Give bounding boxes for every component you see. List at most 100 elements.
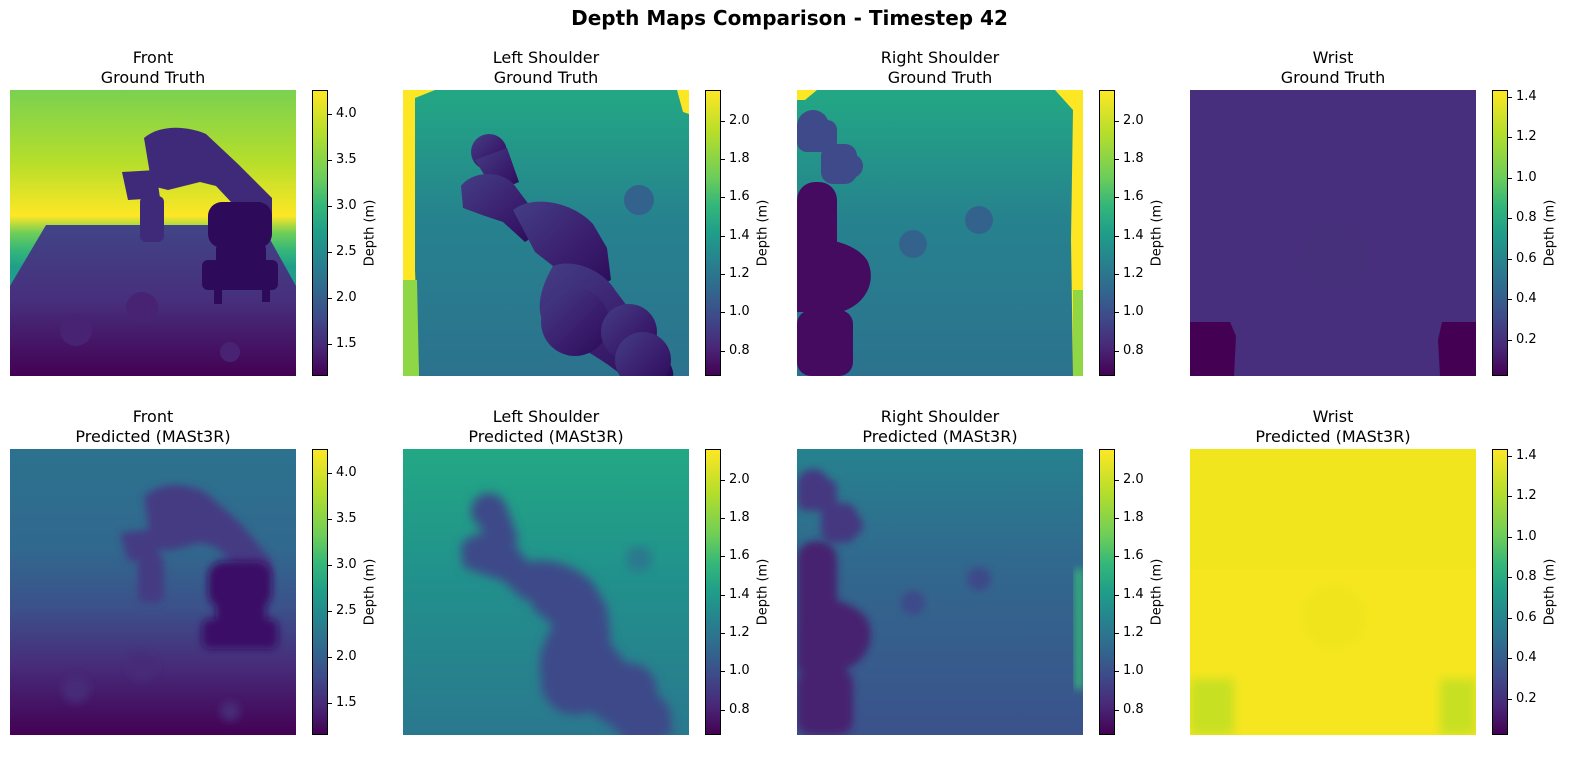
colorbar-tick-label: 0.6 [1516, 610, 1537, 625]
panel-wrist-predicted: Wrist Predicted (MASt3R) 0.2 0.4 0.6 0.8… [1190, 407, 1579, 777]
colorbar-tick-label: 4.0 [336, 465, 357, 480]
panel-title: Right Shoulder Ground Truth [797, 48, 1083, 88]
colorbar-tick-label: 1.8 [729, 151, 750, 166]
colorbar-tick-label: 1.4 [1123, 228, 1144, 243]
panel-left-shoulder-predicted: Left Shoulder Predicted (MASt3R) [403, 407, 793, 777]
panel-kind-label: Ground Truth [1280, 68, 1386, 87]
colorbar-tick-label: 0.8 [1123, 702, 1144, 717]
panel-title: Front Predicted (MASt3R) [10, 407, 296, 447]
colorbar-tick-label: 0.8 [1516, 569, 1537, 584]
colorbar-label: Depth (m) [755, 199, 771, 267]
colorbar-tick-label: 1.2 [1123, 266, 1144, 281]
colorbar-tick-label: 0.4 [1516, 650, 1537, 665]
colorbar-tick-label: 1.0 [1123, 663, 1144, 678]
panel-title: Left Shoulder Predicted (MASt3R) [403, 407, 689, 447]
colorbar-tick-label: 2.0 [729, 472, 750, 487]
colorbar-tick-label: 1.0 [1516, 170, 1537, 185]
colorbar-tick-label: 1.5 [336, 695, 357, 710]
colorbar-tick-label: 3.5 [336, 152, 357, 167]
colorbar-tick-label: 0.2 [1516, 332, 1537, 347]
depth-map-image [797, 90, 1083, 376]
colorbar-tick-label: 1.8 [1123, 510, 1144, 525]
colorbar-tick-label: 0.8 [729, 702, 750, 717]
colorbar-label: Depth (m) [755, 558, 771, 626]
depth-map-image [403, 449, 689, 735]
colorbar-tick-label: 0.8 [1516, 210, 1537, 225]
colorbar-tick-label: 0.4 [1516, 291, 1537, 306]
colorbar-tick-label: 1.4 [729, 228, 750, 243]
colorbar-tick-label: 0.8 [1123, 343, 1144, 358]
colorbar-label: Depth (m) [362, 558, 378, 626]
colorbar-label: Depth (m) [362, 199, 378, 267]
colorbar [1099, 90, 1115, 376]
colorbar-tick-label: 1.4 [1516, 89, 1537, 104]
colorbar [1492, 449, 1508, 735]
colorbar-tick-label: 1.2 [1516, 129, 1537, 144]
panel-kind-label: Predicted (MASt3R) [75, 427, 231, 446]
colorbar-tick-label: 2.5 [336, 244, 357, 259]
panel-wrist-ground-truth: Wrist Ground Truth 0.2 0.4 0.6 0.8 1.0 1… [1190, 48, 1579, 418]
colorbar-tick-label: 1.8 [729, 510, 750, 525]
panel-left-shoulder-ground-truth: Left Shoulder Ground Truth [403, 48, 793, 418]
colorbar-label: Depth (m) [1149, 199, 1165, 267]
colorbar-tick-label: 1.4 [1123, 587, 1144, 602]
panel-title: Wrist Predicted (MASt3R) [1190, 407, 1476, 447]
colorbar-tick-label: 1.4 [1516, 448, 1537, 463]
panel-title: Right Shoulder Predicted (MASt3R) [797, 407, 1083, 447]
colorbar-tick-label: 2.0 [336, 649, 357, 664]
panel-view-label: Wrist [1312, 48, 1354, 67]
panel-kind-label: Ground Truth [887, 68, 993, 87]
colorbar-tick-label: 3.0 [336, 557, 357, 572]
panel-view-label: Front [132, 407, 174, 426]
depth-map-image [797, 449, 1083, 735]
colorbar-label: Depth (m) [1149, 558, 1165, 626]
colorbar-tick-label: 4.0 [336, 106, 357, 121]
panel-view-label: Wrist [1312, 407, 1354, 426]
panel-view-label: Left Shoulder [492, 48, 600, 67]
colorbar-tick-label: 1.0 [1516, 529, 1537, 544]
panel-kind-label: Ground Truth [493, 68, 599, 87]
panel-title: Left Shoulder Ground Truth [403, 48, 689, 88]
colorbar-tick-label: 1.2 [1516, 488, 1537, 503]
panel-title: Wrist Ground Truth [1190, 48, 1476, 88]
panel-kind-label: Predicted (MASt3R) [1255, 427, 1411, 446]
colorbar-tick-label: 1.5 [336, 336, 357, 351]
depth-map-image [10, 449, 296, 735]
colorbar-tick-label: 1.6 [729, 189, 750, 204]
colorbar-tick-label: 3.5 [336, 511, 357, 526]
depth-map-image [1190, 449, 1476, 735]
colorbar [705, 449, 721, 735]
colorbar-label: Depth (m) [1542, 558, 1558, 626]
colorbar [705, 90, 721, 376]
colorbar-tick-label: 0.6 [1516, 251, 1537, 266]
panel-right-shoulder-ground-truth: Right Shoulder Ground Truth [797, 48, 1187, 418]
colorbar-tick-label: 1.6 [1123, 189, 1144, 204]
depth-map-image [1190, 90, 1476, 376]
colorbar-tick-label: 1.0 [1123, 304, 1144, 319]
colorbar-tick-label: 1.2 [729, 266, 750, 281]
depth-map-image [10, 90, 296, 376]
colorbar-tick-label: 1.8 [1123, 151, 1144, 166]
panel-view-label: Left Shoulder [492, 407, 600, 426]
colorbar-tick-label: 1.2 [1123, 625, 1144, 640]
colorbar-tick-label: 1.0 [729, 304, 750, 319]
panel-front-predicted: Front Predicted (MASt3R) [10, 407, 400, 777]
panel-kind-label: Predicted (MASt3R) [468, 427, 624, 446]
colorbar [312, 90, 328, 376]
panel-view-label: Right Shoulder [880, 48, 1000, 67]
depth-map-image [403, 90, 689, 376]
colorbar [312, 449, 328, 735]
colorbar-tick-label: 0.2 [1516, 691, 1537, 706]
panel-right-shoulder-predicted: Right Shoulder Predicted (MASt3R) [797, 407, 1187, 777]
colorbar-tick-label: 2.0 [1123, 113, 1144, 128]
colorbar-tick-label: 0.8 [729, 343, 750, 358]
colorbar-tick-label: 1.4 [729, 587, 750, 602]
figure-title: Depth Maps Comparison - Timestep 42 [571, 6, 1008, 30]
panel-kind-label: Ground Truth [100, 68, 206, 87]
panel-view-label: Right Shoulder [880, 407, 1000, 426]
colorbar-tick-label: 1.0 [729, 663, 750, 678]
colorbar-tick-label: 1.2 [729, 625, 750, 640]
colorbar-tick-label: 2.5 [336, 603, 357, 618]
panel-title: Front Ground Truth [10, 48, 296, 88]
colorbar-tick-label: 1.6 [729, 548, 750, 563]
